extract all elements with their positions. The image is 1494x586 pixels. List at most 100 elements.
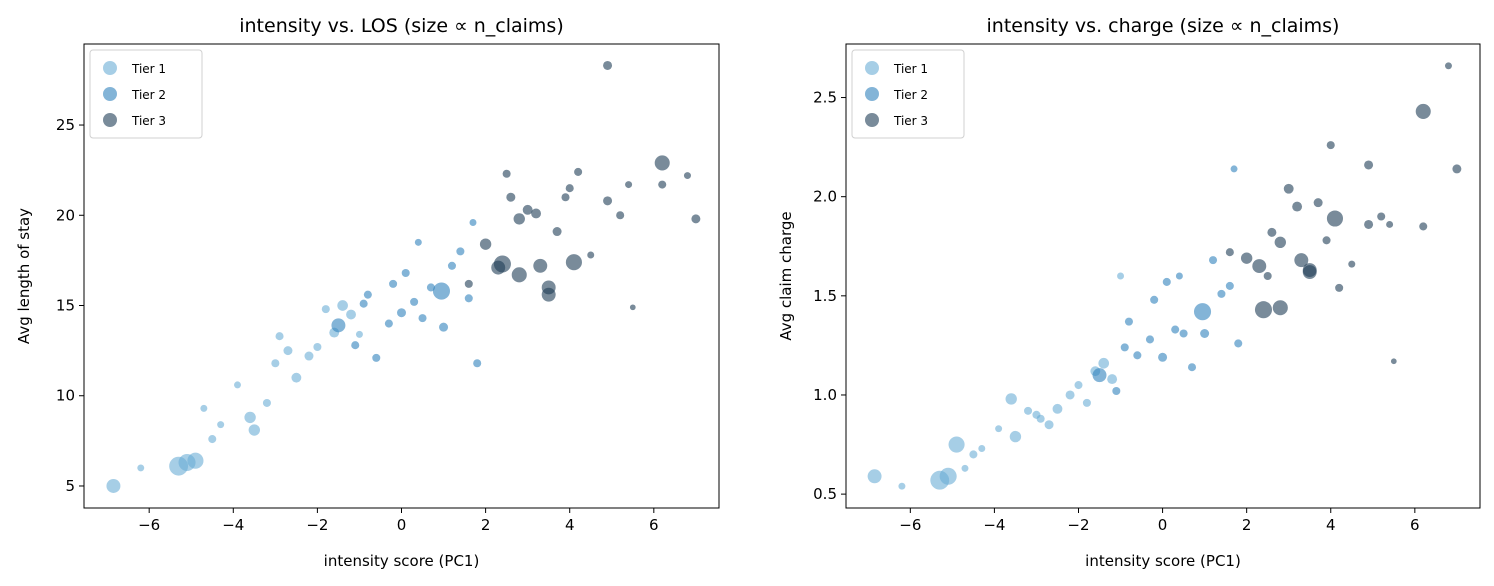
y-tick-label: 1.5 <box>813 287 837 305</box>
legend-box <box>851 49 965 139</box>
point <box>1283 183 1294 194</box>
point <box>1175 272 1183 280</box>
point <box>418 314 427 323</box>
point <box>355 330 363 338</box>
point <box>1415 103 1431 119</box>
y-tick-label: 0.5 <box>813 485 837 503</box>
point <box>658 180 667 189</box>
point <box>574 167 583 176</box>
y-tick-label: 10 <box>56 387 75 405</box>
point <box>1322 236 1331 245</box>
point <box>1098 357 1110 369</box>
point <box>603 60 613 70</box>
x-tick-label: −4 <box>222 516 244 534</box>
y-axis-label: Avg length of stay <box>15 208 33 344</box>
x-tick-label: −6 <box>899 516 921 534</box>
x-tick-label: 4 <box>1326 516 1336 534</box>
x-tick-label: −2 <box>1067 516 1089 534</box>
point <box>1200 329 1210 339</box>
point <box>464 294 473 303</box>
point <box>1302 263 1317 278</box>
point <box>1326 210 1344 227</box>
legend-marker <box>865 87 879 101</box>
point <box>447 261 456 270</box>
chart-title: intensity vs. LOS (size ∝ n_claims) <box>239 15 564 37</box>
point <box>1150 295 1159 304</box>
subplot: intensity vs. charge (size ∝ n_claims) −6… <box>777 15 1481 570</box>
point <box>565 184 574 193</box>
legend-marker <box>865 61 879 75</box>
point <box>1171 325 1180 334</box>
point <box>1112 386 1121 396</box>
point <box>384 319 393 328</box>
x-tick-label: 2 <box>1242 516 1252 534</box>
point <box>372 353 381 362</box>
point <box>1187 363 1197 372</box>
point <box>1335 283 1344 292</box>
point <box>473 359 482 368</box>
point <box>1162 277 1171 286</box>
x-tick-label: −2 <box>306 516 328 534</box>
y-tick-label: 15 <box>56 297 75 315</box>
point <box>291 372 302 383</box>
point <box>1158 352 1168 362</box>
point <box>939 467 957 485</box>
point <box>283 346 293 356</box>
point <box>1419 222 1428 231</box>
point <box>200 404 208 412</box>
point <box>331 318 346 333</box>
point <box>1313 198 1323 208</box>
point <box>587 251 595 259</box>
point <box>464 279 473 288</box>
point <box>1274 236 1286 248</box>
point <box>1225 248 1234 257</box>
y-tick-label: 2.0 <box>813 188 837 206</box>
point <box>1390 358 1397 365</box>
point <box>1179 329 1188 338</box>
point <box>1225 281 1234 290</box>
x-tick-label: 2 <box>481 516 491 534</box>
point <box>217 421 225 429</box>
point <box>1107 374 1118 385</box>
legend: Tier 1 Tier 2 Tier 3 <box>89 49 203 139</box>
point <box>1292 201 1303 212</box>
legend-label: Tier 3 <box>131 114 166 128</box>
point <box>1348 260 1356 268</box>
point <box>426 283 435 292</box>
point <box>629 304 636 311</box>
point <box>1386 220 1394 228</box>
point <box>1145 335 1154 344</box>
point <box>1326 141 1335 150</box>
point <box>1124 317 1133 326</box>
legend-label: Tier 2 <box>893 88 928 102</box>
point <box>337 300 348 311</box>
legend-label: Tier 3 <box>893 114 928 128</box>
point <box>187 452 204 469</box>
y-axis-label: Avg claim charge <box>777 211 795 340</box>
point <box>561 193 570 202</box>
point <box>552 227 562 237</box>
point <box>1377 212 1386 221</box>
point <box>208 435 217 444</box>
point <box>321 305 330 314</box>
point <box>493 255 511 273</box>
point <box>1272 300 1288 316</box>
x-tick-label: 0 <box>397 516 407 534</box>
legend-label: Tier 1 <box>893 62 928 76</box>
point <box>961 464 969 472</box>
x-tick-label: 6 <box>649 516 659 534</box>
point <box>414 238 422 246</box>
y-tick-label: 20 <box>56 206 75 224</box>
point <box>1263 271 1272 281</box>
point <box>995 425 1003 433</box>
point <box>654 155 670 171</box>
point <box>1065 390 1075 400</box>
y-tick-label: 25 <box>56 116 75 134</box>
point <box>313 342 322 352</box>
legend-marker <box>103 61 117 75</box>
point <box>1209 256 1218 265</box>
x-tick-label: 6 <box>1410 516 1420 534</box>
point <box>1117 272 1125 280</box>
point <box>234 381 241 389</box>
